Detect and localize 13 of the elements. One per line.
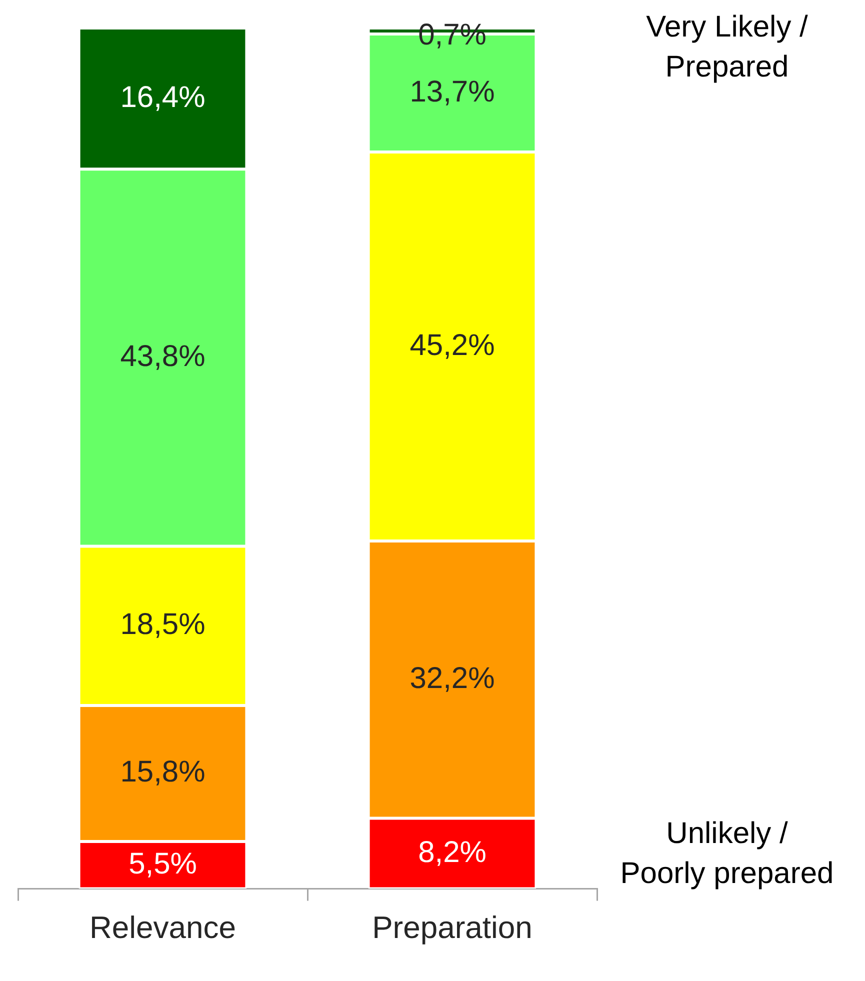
data-label: 18,5%	[120, 608, 206, 642]
x-tick-label: Preparation	[372, 910, 532, 945]
data-label: 16,4%	[120, 80, 206, 114]
data-label: 8,2%	[418, 836, 486, 869]
data-label: 15,8%	[120, 756, 206, 789]
x-tick-label: Relevance	[90, 910, 236, 945]
text: Very Likely / Prepared	[646, 10, 809, 84]
data-label: 5,5%	[128, 847, 197, 880]
data-label: 32,2%	[410, 662, 495, 695]
data-label: 13,7%	[410, 75, 495, 108]
data-label: 43,8%	[120, 340, 206, 373]
data-label: 45,2%	[410, 328, 495, 362]
text: Unlikely / Poorly prepared	[620, 817, 834, 890]
